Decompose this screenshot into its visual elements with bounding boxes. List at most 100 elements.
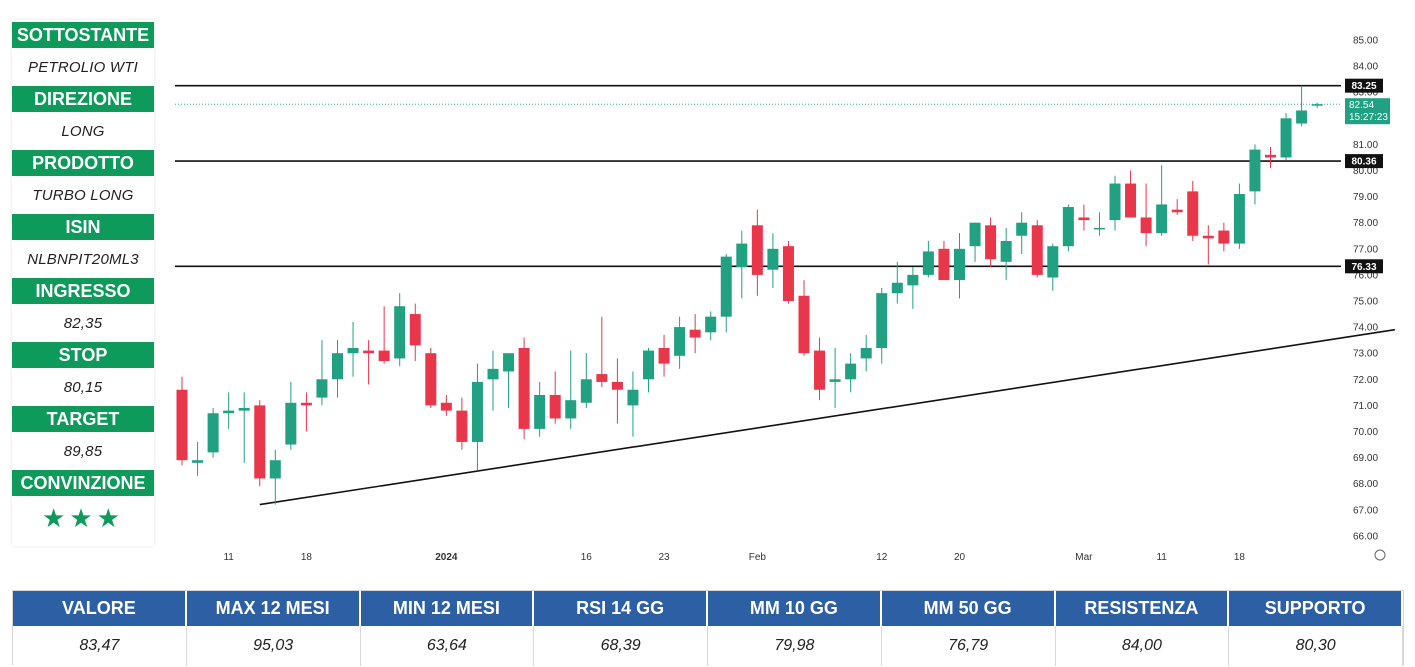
candle-up [1047,246,1059,278]
candle-down [1171,209,1183,213]
candle-up [674,327,686,356]
x-tick-label: 2024 [435,552,458,563]
stat-header: MM 10 GG [708,591,882,626]
candle-up [922,251,934,275]
candle-up [1249,149,1261,192]
x-tick-label: 11 [223,552,234,563]
candle-up [1000,240,1012,262]
y-tick-label: 76.00 [1353,270,1378,281]
candle-up [1311,104,1323,106]
info-value-target: 89,85 [63,442,103,460]
candle-up [316,379,328,398]
y-tick-label: 70.00 [1353,427,1378,438]
x-tick-label: 16 [581,552,593,563]
candle-down [798,295,810,354]
candle-up [394,306,406,359]
chart-svg: 66.00 67.00 68.00 69.00 70.00 71.00 72.00 73.00… [175,36,1396,563]
candle-up [471,381,483,442]
y-tick-label: 68.00 [1353,479,1378,490]
price-chart: 66.00 67.00 68.00 69.00 70.00 71.00 72.00 73.00… [165,15,1405,575]
y-tick-label: 81.00 [1353,140,1378,151]
stat-value: 68,39 [534,626,708,666]
candle-down [518,347,530,429]
stat-header: MIN 12 MESI [360,591,535,626]
x-tick-label: 18 [1234,552,1246,563]
y-tick-label: 85.00 [1353,36,1378,47]
info-value-ingresso: 82,35 [63,314,103,332]
candle-down [1218,230,1230,244]
y-tick-label: 80.00 [1353,166,1378,177]
candle-up [720,256,732,317]
stat-header: SUPPORTO [1229,591,1403,626]
info-label-convinzione: CONVINZIONE [12,468,154,498]
info-label-direzione: DIREZIONE [12,84,154,114]
info-label-prodotto: PRODOTTO [12,148,154,178]
y-tick-label: 69.00 [1353,453,1378,464]
y-tick-label: 84.00 [1353,62,1378,73]
price-level-tag [1345,154,1383,169]
candle-up [643,350,654,380]
x-tick-label: 12 [876,552,888,563]
y-tick-label: 79.00 [1353,192,1378,203]
y-tick-label: 73.00 [1353,349,1378,360]
candle-down [814,350,826,390]
candle-down [1265,154,1276,158]
info-label-target: TARGET [12,404,154,434]
x-tick-label: 18 [301,552,313,563]
candle-up [891,282,903,294]
stat-value: 79,98 [708,626,882,666]
candle-up [736,243,748,268]
candle-up [580,379,592,403]
settings-icon [1374,549,1386,561]
y-tick-label: 78.00 [1353,218,1378,229]
x-tick-label: Feb [749,552,767,563]
candle-up [1296,110,1308,124]
candle-up [1093,227,1105,230]
candle-down [938,248,950,281]
candle-down [1031,225,1043,275]
stat-value: 63,64 [360,626,535,666]
price-level-tag [1345,78,1383,93]
candle-up [285,402,297,445]
y-tick-label: 67.00 [1353,505,1378,516]
candle-up [1233,193,1245,244]
info-value-prodotto: TURBO LONG [32,186,134,204]
candle-up [829,379,841,382]
candle-down [1140,217,1152,234]
candle-down [176,389,188,461]
info-label-ingresso: INGRESSO [12,276,154,306]
conviction-stars: ★★★ [42,502,124,533]
candle-down [1125,183,1137,218]
candle-up [1062,207,1074,247]
x-tick-label: Mar [1075,552,1093,563]
x-tick-label: 11 [1156,552,1167,563]
x-tick-label: 20 [954,552,966,563]
candle-up [969,222,981,247]
y-tick-label: 75.00 [1353,297,1378,308]
x-tick-label: 23 [658,552,670,563]
candle-up [332,353,343,380]
price-level-label: 76.33 [1351,262,1376,273]
candle-up [534,394,546,429]
candle-up [192,460,204,463]
info-label-sottostante: SOTTOSTANTE [12,20,154,50]
trendline [259,328,1396,506]
candle-down [1202,235,1214,239]
info-value-direzione: LONG [61,122,105,140]
stat-value: 83,47 [13,626,187,666]
info-panel: SOTTOSTANTE PETROLIO WTI DIREZIONE LONG PROD… [12,20,154,546]
stats-table: VALORE MAX 12 MESI MIN 12 MESI RSI 14 GG MM … [12,590,1404,666]
candle-down [300,402,312,406]
candle-down [425,353,437,406]
candle-up [1016,222,1028,236]
candle-up [705,316,717,333]
y-tick-label: 74.00 [1353,323,1378,334]
y-tick-label: 72.00 [1353,375,1378,386]
stat-header: RESISTENZA [1055,591,1230,626]
candle-up [954,248,965,281]
candle-up [503,353,515,372]
stat-value: 95,03 [186,626,361,666]
stat-value: 80,30 [1229,626,1403,666]
stat-header: VALORE [13,591,187,626]
candle-up [1156,204,1168,234]
